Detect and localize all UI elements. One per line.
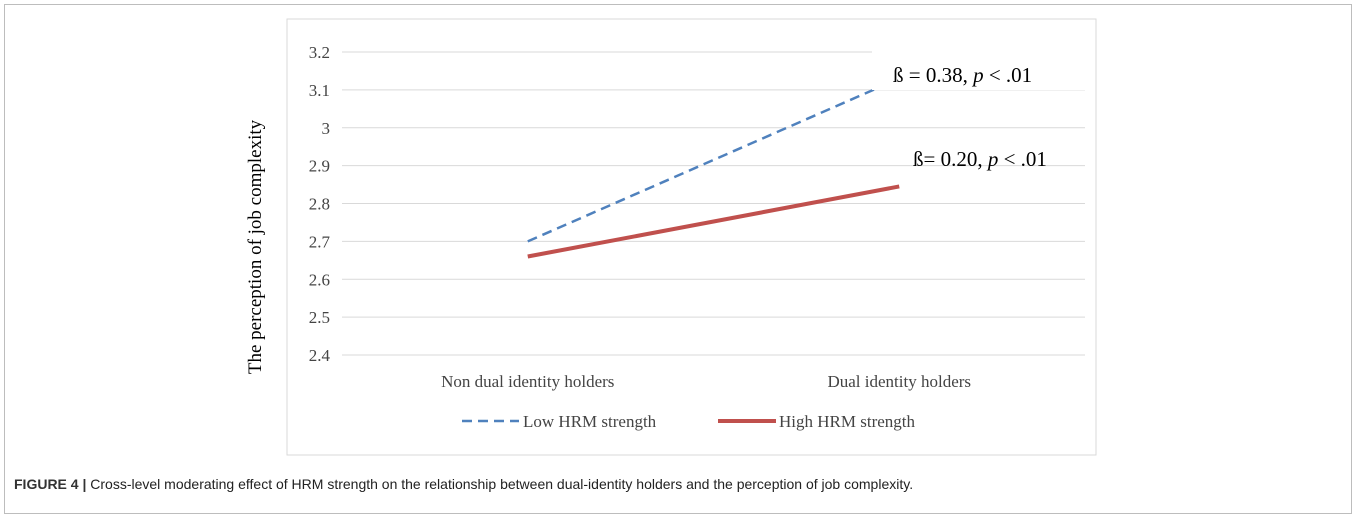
annotation-low-beta: ß [893,63,904,87]
annotation-low-p: p [971,63,984,87]
figure-caption-label: FIGURE 4 | [14,476,87,492]
y-tick-label: 2.4 [309,346,331,365]
annotation-high-threshold: < .01 [998,147,1047,171]
y-tick-label: 2.6 [309,270,330,289]
annotation-low-value: = 0.38, [904,63,974,87]
legend-label-high: High HRM strength [779,412,916,431]
annotation-high-p: p [986,147,999,171]
annotation-low-threshold: < .01 [984,63,1033,87]
annotation-high-beta: ß [913,147,924,171]
legend-label-low: Low HRM strength [523,412,657,431]
y-axis-label: The perception of job complexity [245,119,266,374]
series-line-low-hrm-strength [527,77,900,243]
x-tick-labels: Non dual identity holders Dual identity h… [441,372,971,391]
y-tick-label: 2.9 [309,157,330,176]
y-tick-label: 3.2 [309,43,330,62]
x-tick-label: Dual identity holders [827,372,971,391]
y-tick-label: 2.8 [309,195,330,214]
chart-area-border [286,18,1097,456]
annotation-high-value: = 0.20, [924,147,988,171]
legend: Low HRM strength High HRM strength [462,412,916,431]
series-lines [527,77,900,259]
x-tick-label: Non dual identity holders [441,372,614,391]
annotation-high: ß= 0.20, p < .01 [913,147,1047,171]
series-line-high-hrm-strength [527,184,900,259]
y-tick-label: 3.1 [309,81,330,100]
y-tick-label: 3 [322,119,331,138]
y-tick-label: 2.7 [309,232,331,251]
y-tick-label: 2.5 [309,308,330,327]
y-tick-labels: 2.4 2.5 2.6 2.7 2.8 2.9 3 3.1 3.2 [309,43,331,365]
figure-caption: FIGURE 4 | Cross-level moderating effect… [14,476,1344,492]
figure-caption-text: Cross-level moderating effect of HRM str… [90,476,914,492]
annotation-low: ß = 0.38, p < .01 [893,63,1032,87]
annotation-box-low [872,48,1090,90]
